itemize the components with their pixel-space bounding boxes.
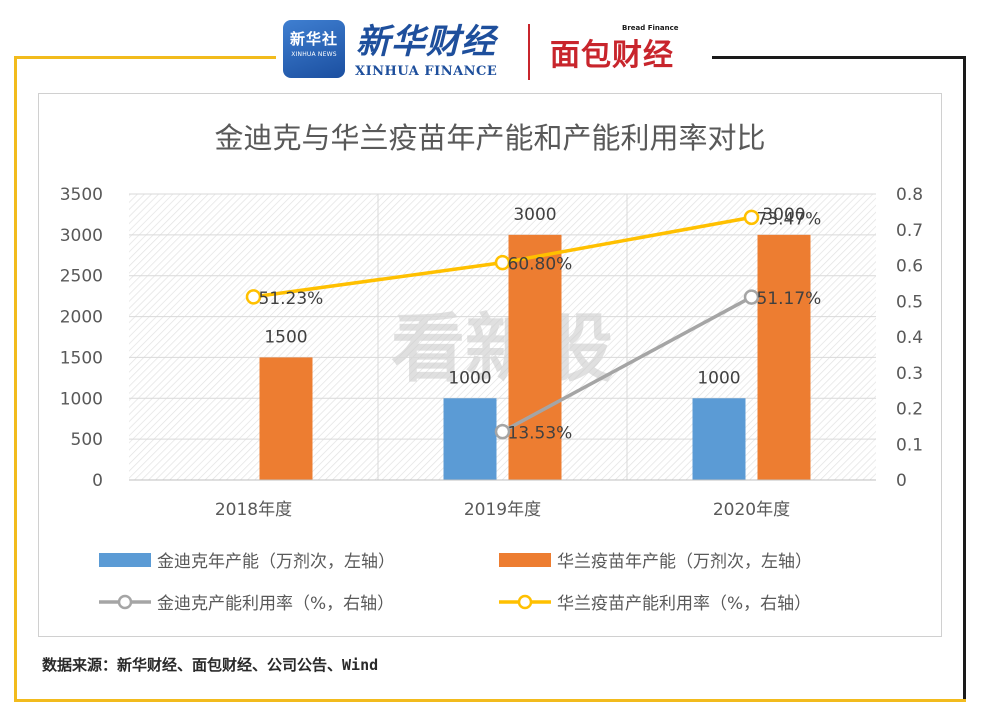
right-axis-tick: 0.2 bbox=[896, 400, 923, 420]
x-axis-tick: 2020年度 bbox=[713, 500, 790, 520]
left-axis-tick: 1500 bbox=[60, 348, 103, 368]
xinhua-badge-cn: 新华社 bbox=[289, 30, 338, 48]
bar-hualan bbox=[259, 357, 313, 480]
point-hualan bbox=[743, 209, 760, 226]
xinhua-news-logo: 新华社 XINHUA NEWS bbox=[283, 20, 345, 78]
bar-data-label: 1000 bbox=[697, 368, 740, 388]
xinhua-finance-logo-cn: 新华财经 bbox=[356, 22, 496, 62]
watermark: 看新股 bbox=[391, 306, 613, 392]
bar-hualan bbox=[757, 234, 811, 480]
data-source: 数据来源：新华财经、面包财经、公司公告、Wind bbox=[42, 656, 379, 674]
line-data-label: 60.80% bbox=[508, 255, 573, 275]
left-axis-tick: 1000 bbox=[60, 389, 103, 409]
bread-finance-logo-cn: 面包财经 bbox=[550, 38, 674, 73]
xinhua-badge-en: XINHUA NEWS bbox=[291, 51, 337, 58]
left-axis-tick: 2500 bbox=[60, 267, 103, 287]
line-data-label: 51.17% bbox=[757, 289, 822, 309]
header-rule-right bbox=[712, 56, 966, 59]
point-hualan bbox=[245, 289, 262, 305]
legend-label: 金迪克产能利用率（%，右轴） bbox=[157, 594, 394, 614]
right-axis-tick: 0.3 bbox=[896, 364, 923, 384]
legend-swatch-bar bbox=[99, 553, 151, 567]
x-axis-tick: 2019年度 bbox=[464, 500, 541, 520]
left-axis-tick: 500 bbox=[71, 430, 103, 450]
frame-bottom bbox=[14, 699, 966, 702]
right-axis-tick: 0.4 bbox=[896, 328, 923, 348]
legend-label: 华兰疫苗产能利用率（%，右轴） bbox=[557, 594, 811, 614]
xinhua-finance-logo-en: XINHUA FINANCE bbox=[355, 64, 498, 79]
legend-label: 华兰疫苗年产能（万剂次，左轴） bbox=[557, 552, 812, 572]
line-data-label: 13.53% bbox=[508, 424, 573, 444]
bar-data-label: 1500 bbox=[264, 327, 307, 347]
bar-data-label: 3000 bbox=[513, 205, 556, 225]
right-axis-tick: 0.6 bbox=[896, 257, 923, 277]
bar-hualan bbox=[508, 234, 562, 480]
point-kingdak bbox=[743, 289, 760, 305]
bar-data-label: 3000 bbox=[762, 205, 805, 225]
frame-left bbox=[14, 56, 17, 702]
left-axis-tick: 3500 bbox=[60, 185, 103, 205]
chart-svg: 金迪克与华兰疫苗年产能和产能利用率对比 看新股 0 500 1000 1500 2000… bbox=[60, 121, 923, 614]
line-data-label: 73.47% bbox=[757, 209, 822, 229]
legend-label: 金迪克年产能（万剂次，左轴） bbox=[157, 552, 395, 572]
x-axis-tick: 2018年度 bbox=[215, 500, 292, 520]
right-axis-tick: 0.7 bbox=[896, 221, 923, 241]
left-axis-tick: 0 bbox=[92, 471, 103, 491]
legend-swatch-bar bbox=[499, 553, 551, 567]
line-kingdak bbox=[501, 295, 753, 434]
point-hualan bbox=[494, 254, 511, 271]
bar-kingdak bbox=[443, 398, 497, 480]
header-rule-left bbox=[14, 56, 276, 59]
right-axis-tick: 0 bbox=[896, 471, 907, 491]
frame-right bbox=[963, 56, 966, 702]
right-axis-tick: 0.1 bbox=[896, 435, 923, 455]
bar-data-label: 1000 bbox=[448, 368, 491, 388]
right-axis-tick: 0.5 bbox=[896, 292, 923, 312]
point-kingdak bbox=[494, 423, 511, 440]
right-axis-tick: 0.8 bbox=[896, 185, 923, 205]
bread-finance-logo-en: Bread Finance bbox=[622, 24, 679, 32]
line-data-label: 51.23% bbox=[259, 289, 324, 309]
chart-container: 金迪克与华兰疫苗年产能和产能利用率对比 看新股 0 500 1000 1500 2000… bbox=[38, 93, 942, 637]
legend-swatch-marker bbox=[517, 594, 533, 610]
left-axis-tick: 3000 bbox=[60, 226, 103, 246]
left-axis-tick: 2000 bbox=[60, 308, 103, 328]
bar-kingdak bbox=[692, 398, 746, 480]
legend-swatch-marker bbox=[117, 594, 133, 610]
logo-divider bbox=[528, 24, 530, 80]
chart-title: 金迪克与华兰疫苗年产能和产能利用率对比 bbox=[214, 121, 765, 155]
